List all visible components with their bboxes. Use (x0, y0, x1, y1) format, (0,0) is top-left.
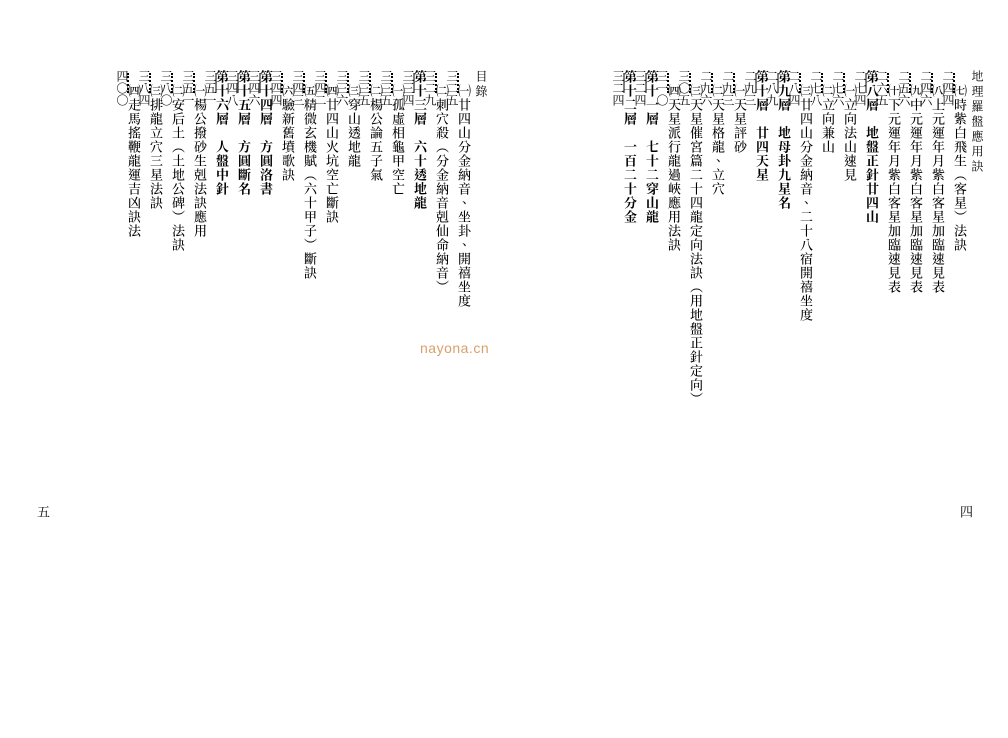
right_page-entry: 第九層 地母卦九星名二八九 (772, 70, 791, 670)
right_page-entry-page: 三二四 (634, 70, 646, 106)
right_page-entry: 第十一層 七十二穿山龍三二四 (640, 70, 659, 670)
right_page-entry: ㈧上元運年月紫白客星加臨速見表二四六 (926, 70, 945, 670)
left_page-entry-title: ㈣走馬搖鞭龍運吉凶訣法 (128, 84, 141, 238)
page-number-right: 四 (957, 505, 976, 518)
right_page-entry: ㈡立向兼山二七八 (816, 70, 835, 670)
right_page-entry: ㈠天星評砂二九三 (728, 70, 747, 670)
right_page-entry: 第八層 地盤正針廿四山二七四 (860, 70, 879, 670)
left_page-entry: ㈡楊公論五子氣三三五 (364, 70, 383, 670)
left_page-entry: ㈢穿山透地龍三三六 (342, 70, 361, 670)
left_page-entry-title: ㈡安后土（土地公碑）法訣 (172, 84, 185, 252)
left_page-entry-title: ㈠廿四山分金納音、坐卦、開禧坐度 (458, 84, 471, 308)
right_page-entry-page: 二七四 (854, 70, 866, 106)
left_page-entry: ㈤精微玄機賦（六十甲子）斷訣三四三 (298, 70, 317, 670)
left_page-entry-title: ㈤精微玄機賦（六十甲子）斷訣 (304, 84, 317, 280)
left_page-entry: ㈣走馬搖鞭龍運吉凶訣法四〇〇 (122, 70, 141, 670)
right_page-entry: ㈢天星催宮篇二十四龍定向法訣（用地盤正針定向）三〇五 (684, 70, 703, 670)
book-title-right: 地理羅盤應用訣 (970, 70, 986, 698)
left_page-entry: ㈠楊公撥砂生剋法訣應用三五一 (188, 70, 207, 670)
left_page-entry: 第十五層 方圓斷名三四八 (232, 70, 251, 670)
right_page-entry: ㈡天星格龍、立穴二九六 (706, 70, 725, 670)
left_page-entry: 第十六層 人盤中針三五一 (210, 70, 229, 670)
page-container: 地理羅盤應用訣 四 ㈦時紫白飛生（客星）法訣二四四㈧上元運年月紫白客星加臨速見表… (0, 0, 1008, 738)
left_page-entry-page: 三四六 (248, 70, 260, 106)
left_page-entry: ㈢排龍立穴三星法訣三八四 (144, 70, 163, 670)
book-title-left: 目錄 (474, 70, 490, 698)
right_page-entry: 第十層 廿四天星二九三 (750, 70, 769, 670)
left_page-entry: 第十四層 方圓洛書三四六 (254, 70, 273, 670)
right_page-entry-page: 二九三 (744, 70, 756, 106)
right_page-entry-title: ㈩下元運年月紫白客星加臨速見表 (888, 84, 901, 294)
left_page-entry-page: 三四八 (226, 70, 238, 106)
left_page-entry: ㈡刺穴殺（分金納音剋仙命納音）三二九 (430, 70, 449, 670)
left_page-entry: 第十三層 六十透地龍三三四 (408, 70, 427, 670)
right_page-entry-title: ㈢廿四山分金納音、二十八宿開禧坐度 (800, 84, 813, 322)
left_page-entry-title: ㈠楊公撥砂生剋法訣應用 (194, 84, 207, 238)
right_page-entry: ㈠立向法山速見二七六 (838, 70, 857, 670)
left_page-entry: ㈥驗新舊墳歌訣三四四 (276, 70, 295, 670)
right_page-entry-page: 二八九 (766, 70, 778, 106)
left_page-entry: ㈣廿四山火坑空亡斷訣三四二 (320, 70, 339, 670)
watermark-text: nayona.cn (420, 340, 489, 356)
right_page-entry: ㈨中元運年月紫白客星加臨速見表二五六 (904, 70, 923, 670)
right_page-entry: ㈦時紫白飛生（客星）法訣二四四 (948, 70, 967, 670)
left-page: 目錄 五 ㈠廿四山分金納音、坐卦、開禧坐度三二五㈡刺穴殺（分金納音剋仙命納音）三… (22, 70, 490, 698)
right-page: 地理羅盤應用訣 四 ㈦時紫白飛生（客星）法訣二四四㈧上元運年月紫白客星加臨速見表… (518, 70, 986, 698)
right_page-entry-title: ㈧上元運年月紫白客星加臨速見表 (932, 84, 945, 294)
right_page-entry-title: ㈢天星催宮篇二十四龍定向法訣（用地盤正針定向） (690, 84, 703, 406)
right_page-entry-page: 三二四 (612, 70, 624, 106)
right_page-entry-title: ㈦時紫白飛生（客星）法訣 (954, 84, 967, 252)
right_page-entry: ㈢廿四山分金納音、二十八宿開禧坐度二八四 (794, 70, 813, 670)
left_page-entry-page: 三三四 (402, 70, 414, 106)
right_page-entry: ㈩下元運年月紫白客星加臨速見表二六五 (882, 70, 901, 670)
right_page-entry-title: ㈨中元運年月紫白客星加臨速見表 (910, 84, 923, 294)
left_page-entry-title: ㈡刺穴殺（分金納音剋仙命納音） (436, 84, 449, 294)
left_page-entry: ㈡安后土（土地公碑）法訣三八〇 (166, 70, 185, 670)
left_page-entry: ㈠廿四山分金納音、坐卦、開禧坐度三二五 (452, 70, 471, 670)
left_page-entry: ㈠孤虛相龜甲空亡三三五 (386, 70, 405, 670)
right_page-entry: ㈣天星派行龍過峽應用法訣三一〇 (662, 70, 681, 670)
page-number-left: 五 (34, 505, 53, 518)
right_page-entry: 第十二層 一百二十分金三二四 (618, 70, 637, 670)
left_page-entry-page: 三五一 (204, 70, 216, 106)
right_page-entry-title: ㈣天星派行龍過峽應用法訣 (668, 84, 681, 252)
